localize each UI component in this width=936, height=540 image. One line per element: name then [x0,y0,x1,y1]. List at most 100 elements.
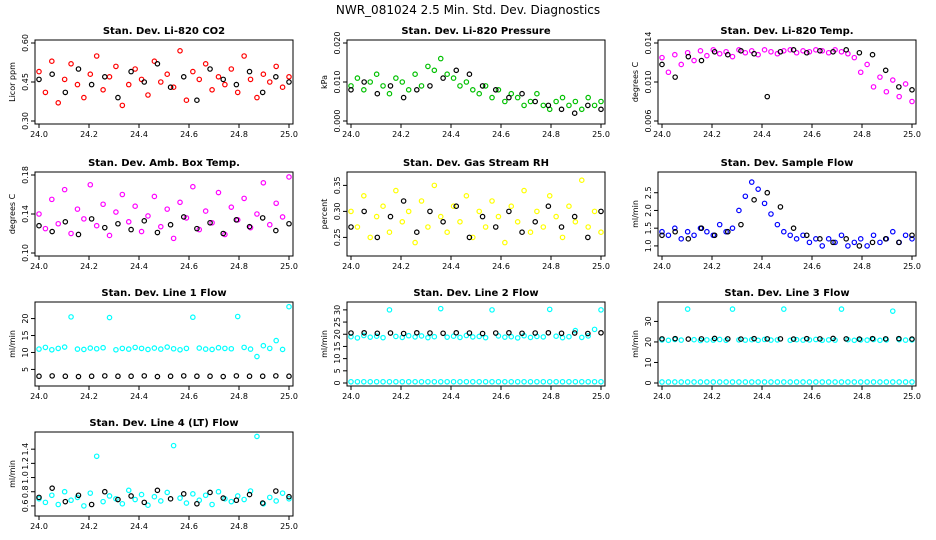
data-point-2.5-min [49,228,55,235]
data-point-baseline [418,378,425,385]
data-point-1-min [457,334,463,341]
data-point-1-min [354,224,361,230]
chart-title: Stan. Dev. Line 4 (LT) Flow [89,418,238,429]
data-point-1-min [716,336,723,343]
data-point-baseline [774,379,781,385]
x-tick-label: 25.0 [280,522,298,531]
data-point-1-min [247,224,254,231]
chart-panel-8: Stan. Dev. Line 2 Flow 24.0 24.2 24.4 24.6 24… [320,288,610,401]
x-tick-label: 24.6 [803,130,821,139]
data-point-1-min [540,102,547,109]
x-tick-label: 24.2 [80,522,98,531]
data-point-2.5-min [698,57,705,64]
data-point-1-min [444,71,450,78]
data-point-1-min [190,68,196,75]
data-point-2.5-min [803,49,810,56]
data-point-2.5-min [738,221,744,228]
data-point-1-min [170,345,177,352]
y-tick-label: 0.35 [333,176,342,194]
data-point-2.5-min [427,208,433,215]
data-point-baseline [883,379,890,385]
data-point-1-min [489,94,495,101]
y-axis-label: ml/min [8,460,17,488]
data-point-2.5-min [764,189,771,196]
data-point-2.5-min [233,497,240,504]
data-point-2.5-min [88,501,95,508]
data-point-2.5-min [830,239,836,246]
data-point-2.5-min [790,225,797,231]
data-point-2.5-min [374,234,381,241]
data-point-2.5-min [817,336,823,342]
data-point-baseline [489,378,495,385]
y-axis-label: Licor ppm [8,62,17,102]
data-point-baseline [585,378,591,385]
data-point-1-min [768,211,774,217]
data-point-1-min [177,47,183,54]
data-point-2.5-min [348,330,354,336]
data-point-2.5-min [286,373,292,380]
data-point-1-min [665,232,672,239]
data-point-1-min [909,236,915,242]
data-point-1-min [534,90,540,97]
x-tick-label: 24.4 [442,392,460,401]
data-point-1-min [222,81,228,88]
data-point-1-min [393,333,399,340]
data-point-1-min [457,83,463,89]
data-point-1-min [450,203,457,210]
data-point-2.5-min [246,373,253,380]
data-point-1-min [215,344,222,351]
data-point-baseline [553,378,559,385]
data-point-baseline [800,379,806,385]
data-point-2.5-min [180,373,187,379]
data-point-1-min [598,307,604,313]
x-tick-label: 24.2 [392,262,410,271]
y-tick-label: 1.4 [21,443,30,456]
data-point-1-min [273,63,279,70]
data-point-2.5-min [817,236,823,242]
data-point-1-min [780,306,787,312]
data-point-1-min [183,97,190,104]
data-point-1-min [386,90,393,97]
data-point-1-min [819,47,826,54]
data-point-1-min [514,335,521,341]
data-point-2.5-min [36,373,42,380]
data-point-1-min [534,208,540,215]
data-point-1-min [678,236,685,242]
data-point-1-min [787,232,794,239]
data-point-1-min [521,102,527,109]
data-point-2.5-min [75,373,82,380]
data-point-1-min [889,228,896,235]
data-point-1-min [113,209,119,215]
data-point-1-min [348,208,354,215]
data-point-1-min [399,219,406,225]
data-point-2.5-min [672,335,678,342]
data-point-2.5-min [896,239,902,246]
data-point-baseline [748,379,755,385]
data-point-2.5-min [830,48,836,55]
data-point-2.5-min [698,336,705,342]
data-point-1-min [286,74,292,80]
data-point-1-min [254,94,260,101]
data-point-baseline [559,378,566,385]
data-point-baseline [578,378,585,385]
x-tick-label: 24.0 [30,262,48,271]
data-point-2.5-min [273,227,279,234]
data-point-2.5-min [532,330,539,336]
data-point-baseline [659,379,665,385]
chart-panel-2: Stan. Dev. Li-820 Pressure 24.0 24.2 24.4 24… [320,26,610,139]
data-point-1-min [902,81,909,87]
data-point-2.5-min [154,487,161,494]
x-tick-label: 24.8 [230,130,248,139]
data-point-2.5-min [167,221,174,228]
y-tick-label: 10 [333,354,342,364]
data-point-1-min [806,48,813,55]
y-tick-label: 0.10 [21,244,30,262]
data-point-2.5-min [286,220,292,227]
data-point-1-min [482,83,489,89]
y-tick-label: 0.6 [21,500,30,513]
data-point-2.5-min [466,234,473,241]
data-point-1-min [502,334,508,340]
data-point-2.5-min [698,225,705,231]
data-point-2.5-min [141,79,148,85]
